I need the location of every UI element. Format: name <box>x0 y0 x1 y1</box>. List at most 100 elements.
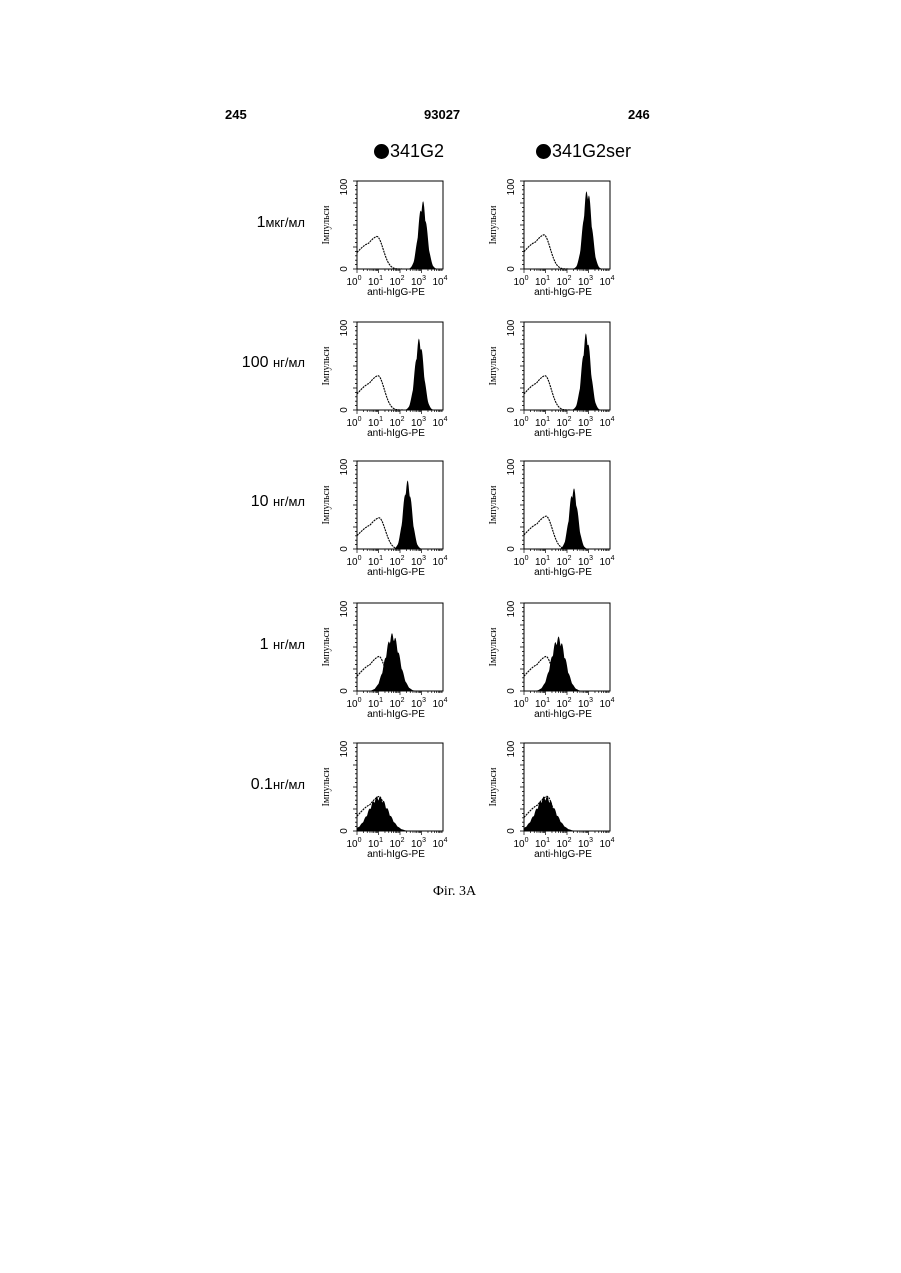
histogram-3-1: Імпульси0100100101102103104anti-hIgG-PE <box>357 461 443 549</box>
figure-caption: Фіг. 3А <box>0 884 901 900</box>
y-tick-label: 100 <box>339 740 350 757</box>
y-tick-label: 0 <box>506 546 517 552</box>
row-label-3: 10 нг/мл <box>205 493 305 511</box>
x-tick-label: 104 <box>599 837 614 850</box>
column-label: 341G2 <box>390 141 444 161</box>
y-tick-label: 100 <box>506 319 517 336</box>
filled-histogram <box>357 480 443 549</box>
y-axis-label: Імпульси <box>321 346 332 386</box>
left-page-number: 245 <box>225 107 247 122</box>
row-label-unit: нг/мл <box>273 637 305 652</box>
histogram-4-2: Імпульси0100100101102103104anti-hIgG-PE <box>524 603 610 691</box>
x-axis-label: anti-hIgG-PE <box>534 428 592 439</box>
x-axis-label: anti-hIgG-PE <box>534 287 592 298</box>
y-axis-label: Імпульси <box>321 627 332 667</box>
y-tick-label: 100 <box>506 600 517 617</box>
y-axis-label: Імпульси <box>321 205 332 245</box>
filled-histogram <box>524 488 610 549</box>
histogram-1-2: Імпульси0100100101102103104anti-hIgG-PE <box>524 181 610 269</box>
y-tick-label: 0 <box>339 828 350 834</box>
y-tick-label: 100 <box>506 458 517 475</box>
y-axis-label: Імпульси <box>488 767 499 807</box>
histogram-2-1: Імпульси0100100101102103104anti-hIgG-PE <box>357 322 443 410</box>
y-axis-label: Імпульси <box>488 627 499 667</box>
row-label-number: 100 <box>242 354 273 371</box>
x-axis-label: anti-hIgG-PE <box>367 287 425 298</box>
x-tick-label: 100 <box>346 837 361 850</box>
y-tick-label: 0 <box>339 546 350 552</box>
plot-frame <box>524 322 610 410</box>
row-label-5: 0.1нг/мл <box>205 776 305 794</box>
row-label-unit: мкг/мл <box>265 215 305 230</box>
row-label-number: 0.1 <box>251 776 273 793</box>
filled-histogram <box>357 201 443 269</box>
x-axis-label: anti-hIgG-PE <box>367 428 425 439</box>
histogram-3-2: Імпульси0100100101102103104anti-hIgG-PE <box>524 461 610 549</box>
x-tick-label: 104 <box>432 837 447 850</box>
column-title-341g2ser: 341G2ser <box>536 141 631 162</box>
x-tick-label: 100 <box>346 697 361 710</box>
histogram-1-1: Імпульси0100100101102103104anti-hIgG-PE <box>357 181 443 269</box>
y-tick-label: 100 <box>339 600 350 617</box>
x-axis-label: anti-hIgG-PE <box>367 567 425 578</box>
row-label-unit: нг/мл <box>273 494 305 509</box>
filled-histogram <box>524 637 610 691</box>
y-tick-label: 0 <box>506 266 517 272</box>
filled-histogram <box>357 339 443 410</box>
x-tick-label: 104 <box>432 275 447 288</box>
x-tick-label: 104 <box>432 555 447 568</box>
y-tick-label: 0 <box>339 688 350 694</box>
y-tick-label: 100 <box>506 740 517 757</box>
plot-frame <box>357 322 443 410</box>
filled-histogram <box>524 191 610 269</box>
filled-histogram <box>357 633 443 691</box>
x-axis-label: anti-hIgG-PE <box>534 567 592 578</box>
y-tick-label: 100 <box>339 319 350 336</box>
filled-histogram <box>524 333 610 410</box>
control-histogram <box>357 376 411 410</box>
y-tick-label: 0 <box>506 688 517 694</box>
row-label-2: 100 нг/мл <box>205 354 305 372</box>
x-tick-label: 100 <box>513 555 528 568</box>
column-title-341g2: 341G2 <box>374 141 444 162</box>
x-axis-label: anti-hIgG-PE <box>534 709 592 720</box>
x-tick-label: 100 <box>346 555 361 568</box>
y-tick-label: 0 <box>339 266 350 272</box>
y-tick-label: 0 <box>506 828 517 834</box>
y-axis-label: Імпульси <box>321 485 332 525</box>
control-histogram <box>524 235 578 269</box>
y-tick-label: 100 <box>339 178 350 195</box>
plot-frame <box>524 181 610 269</box>
x-tick-label: 104 <box>432 697 447 710</box>
x-tick-label: 104 <box>599 275 614 288</box>
row-label-number: 10 <box>251 493 273 510</box>
x-axis-label: anti-hIgG-PE <box>367 709 425 720</box>
x-tick-label: 104 <box>599 697 614 710</box>
x-tick-label: 100 <box>513 697 528 710</box>
x-tick-label: 100 <box>346 275 361 288</box>
y-tick-label: 0 <box>339 407 350 413</box>
column-label: 341G2ser <box>552 141 631 161</box>
y-tick-label: 100 <box>506 178 517 195</box>
y-tick-label: 100 <box>339 458 350 475</box>
row-label-unit: нг/мл <box>273 777 305 792</box>
patent-number: 93027 <box>424 107 460 122</box>
y-axis-label: Імпульси <box>321 767 332 807</box>
histogram-2-2: Імпульси0100100101102103104anti-hIgG-PE <box>524 322 610 410</box>
y-axis-label: Імпульси <box>488 346 499 386</box>
row-label-number: 1 <box>260 636 273 653</box>
x-tick-label: 100 <box>513 275 528 288</box>
control-histogram <box>357 236 411 269</box>
histogram-4-1: Імпульси0100100101102103104anti-hIgG-PE <box>357 603 443 691</box>
row-label-unit: нг/мл <box>273 355 305 370</box>
x-tick-label: 100 <box>513 837 528 850</box>
control-histogram <box>524 376 578 410</box>
filled-histogram <box>357 796 443 831</box>
y-tick-label: 0 <box>506 407 517 413</box>
x-tick-label: 104 <box>599 416 614 429</box>
x-axis-label: anti-hIgG-PE <box>534 849 592 860</box>
y-axis-label: Імпульси <box>488 485 499 525</box>
histogram-5-1: Імпульси0100100101102103104anti-hIgG-PE <box>357 743 443 831</box>
x-axis-label: anti-hIgG-PE <box>367 849 425 860</box>
x-tick-label: 104 <box>599 555 614 568</box>
